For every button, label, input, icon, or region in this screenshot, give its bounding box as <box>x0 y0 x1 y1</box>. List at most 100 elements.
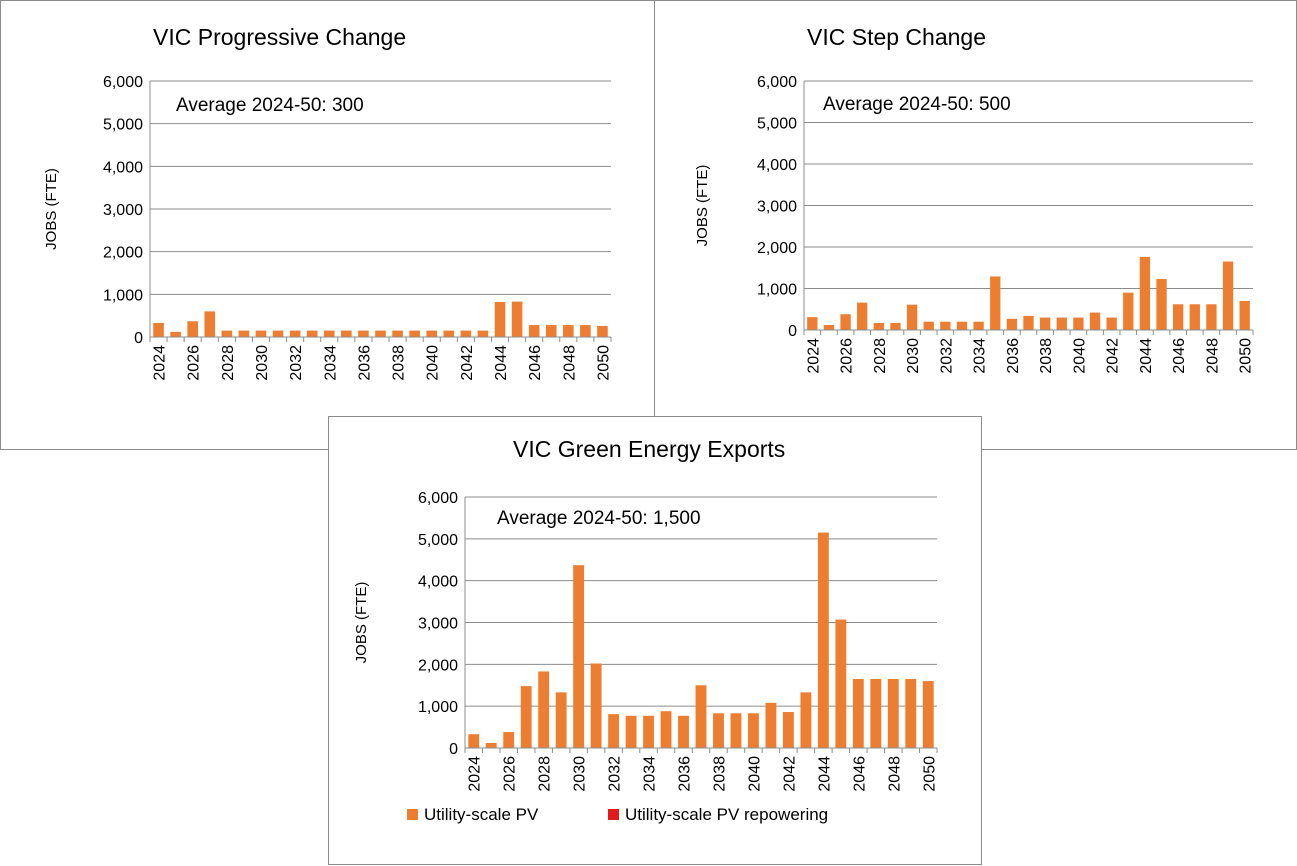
x-tick-label: 2050 <box>1238 338 1255 374</box>
x-tick-label: 2040 <box>425 345 442 381</box>
bar-2032-pv <box>289 330 301 337</box>
bar-2029-pv <box>555 692 567 748</box>
bar-2030-pv <box>255 330 267 337</box>
y-axis-label: JOBS (FTE) <box>353 582 370 664</box>
chart-title: VIC Green Energy Exports <box>513 436 785 462</box>
bar-2034-pv <box>973 321 984 330</box>
x-tick-label: 2044 <box>493 345 510 381</box>
x-tick-label: 2028 <box>220 345 237 381</box>
x-tick-label: 2024 <box>805 338 822 374</box>
bar-2047-pv <box>1189 304 1200 330</box>
legend-swatch <box>407 809 418 820</box>
legend-swatch <box>608 809 619 820</box>
x-tick-label: 2030 <box>572 756 589 792</box>
bar-2046-pv <box>528 325 540 337</box>
bar-2043-pv <box>1123 292 1134 330</box>
bar-2039-pv <box>730 713 742 748</box>
bar-2036-pv <box>1006 318 1018 330</box>
x-tick-label: 2050 <box>921 756 938 792</box>
x-tick-label: 2038 <box>711 756 728 792</box>
bar-2039-pv <box>1056 317 1067 330</box>
bar-2033-pv <box>306 330 318 337</box>
bar-2048-pv <box>1206 304 1217 330</box>
bar-2031-pv <box>923 321 934 330</box>
bar-2026-pv <box>503 732 515 748</box>
y-tick-label: 0 <box>134 330 143 347</box>
chart-title: VIC Progressive Change <box>153 24 406 50</box>
x-tick-label: 2040 <box>1071 338 1088 374</box>
x-tick-label: 2028 <box>537 756 554 792</box>
x-tick-label: 2046 <box>527 345 544 381</box>
bar-2031-pv <box>590 663 602 748</box>
x-tick-label: 2044 <box>1138 338 1155 374</box>
x-tick-label: 2046 <box>1171 338 1188 374</box>
bar-2024-pv <box>468 734 480 748</box>
chart-green-energy-exports: VIC Green Energy Exports 0 1,000 2,000 3,000… <box>353 436 938 824</box>
y-tick-label: 1,000 <box>418 699 458 716</box>
y-tick-label: 1,000 <box>757 282 797 299</box>
average-annotation: Average 2024-50: 1,500 <box>497 508 701 529</box>
x-tick-label: 2046 <box>851 756 868 792</box>
bar-2037-pv <box>375 330 386 337</box>
x-tick-label: 2032 <box>938 338 955 374</box>
bar-2050-pv <box>597 325 608 337</box>
bar-2028-pv <box>538 671 550 748</box>
y-tick-label: 6,000 <box>103 74 143 91</box>
y-tick-label: 5,000 <box>757 116 797 133</box>
bar-2030-pv <box>906 304 918 330</box>
average-annotation: Average 2024-50: 500 <box>823 94 1011 115</box>
bar-2045-pv <box>835 619 847 748</box>
y-tick-label: 4,000 <box>418 574 458 591</box>
bar-2036-pv <box>678 715 689 748</box>
legend-label: Utility-scale PV <box>424 805 539 824</box>
chart-title: VIC Step Change <box>807 24 986 50</box>
bar-2029-pv <box>238 330 250 337</box>
bar-2028-pv <box>873 322 884 330</box>
bar-2025-pv <box>823 325 835 330</box>
y-tick-label: 4,000 <box>103 159 143 176</box>
bar-2048-pv <box>563 325 574 337</box>
bar-2045-pv <box>1156 278 1167 330</box>
bar-2042-pv <box>460 330 472 337</box>
bar-2032-pv <box>940 321 951 330</box>
chart-panel-green-energy-exports: VIC Green Energy Exports 0 1,000 2,000 3,000… <box>328 416 982 865</box>
bar-2041-pv <box>1089 312 1101 330</box>
bar-2043-pv <box>477 330 489 337</box>
bar-2027-pv <box>204 311 216 337</box>
y-tick-label: 3,000 <box>418 616 458 633</box>
bar-2041-pv <box>443 330 455 337</box>
bar-2050-pv <box>922 681 934 748</box>
bar-2025-pv <box>485 742 497 748</box>
bar-2044-pv <box>494 302 506 337</box>
bar-2032-pv <box>608 714 620 748</box>
bar-2040-pv <box>1073 317 1084 330</box>
y-tick-label: 0 <box>449 741 458 758</box>
bar-2033-pv <box>625 715 637 748</box>
x-tick-label: 2044 <box>816 756 833 792</box>
x-tick-label: 2034 <box>972 338 989 374</box>
y-tick-label: 1,000 <box>103 287 143 304</box>
bar-2028-pv <box>221 330 233 337</box>
x-tick-label: 2026 <box>839 338 856 374</box>
bar-2044-pv <box>1139 256 1151 330</box>
y-axis-label: JOBS (FTE) <box>43 168 60 250</box>
legend-label: Utility-scale PV repowering <box>625 805 828 824</box>
x-tick-label: 2034 <box>642 756 659 792</box>
bar-2040-pv <box>748 713 759 748</box>
chart-progressive-change: VIC Progressive Change 0 1,000 2,000 3,000 4,… <box>43 24 612 381</box>
bar-2047-pv <box>870 678 882 748</box>
bar-2035-pv <box>660 711 672 748</box>
bar-2035-pv <box>341 330 352 337</box>
x-tick-label: 2048 <box>561 345 578 381</box>
y-tick-label: 2,000 <box>757 240 797 257</box>
x-tick-label: 2024 <box>152 345 169 381</box>
x-tick-label: 2038 <box>391 345 408 381</box>
bar-2037-pv <box>1023 315 1034 330</box>
y-tick-label: 6,000 <box>418 490 458 507</box>
x-tick-label: 2026 <box>186 345 203 381</box>
bar-2049-pv <box>905 678 917 748</box>
x-tick-label: 2030 <box>905 338 922 374</box>
x-tick-label: 2036 <box>677 756 694 792</box>
bar-2041-pv <box>765 702 777 748</box>
y-tick-label: 5,000 <box>418 532 458 549</box>
